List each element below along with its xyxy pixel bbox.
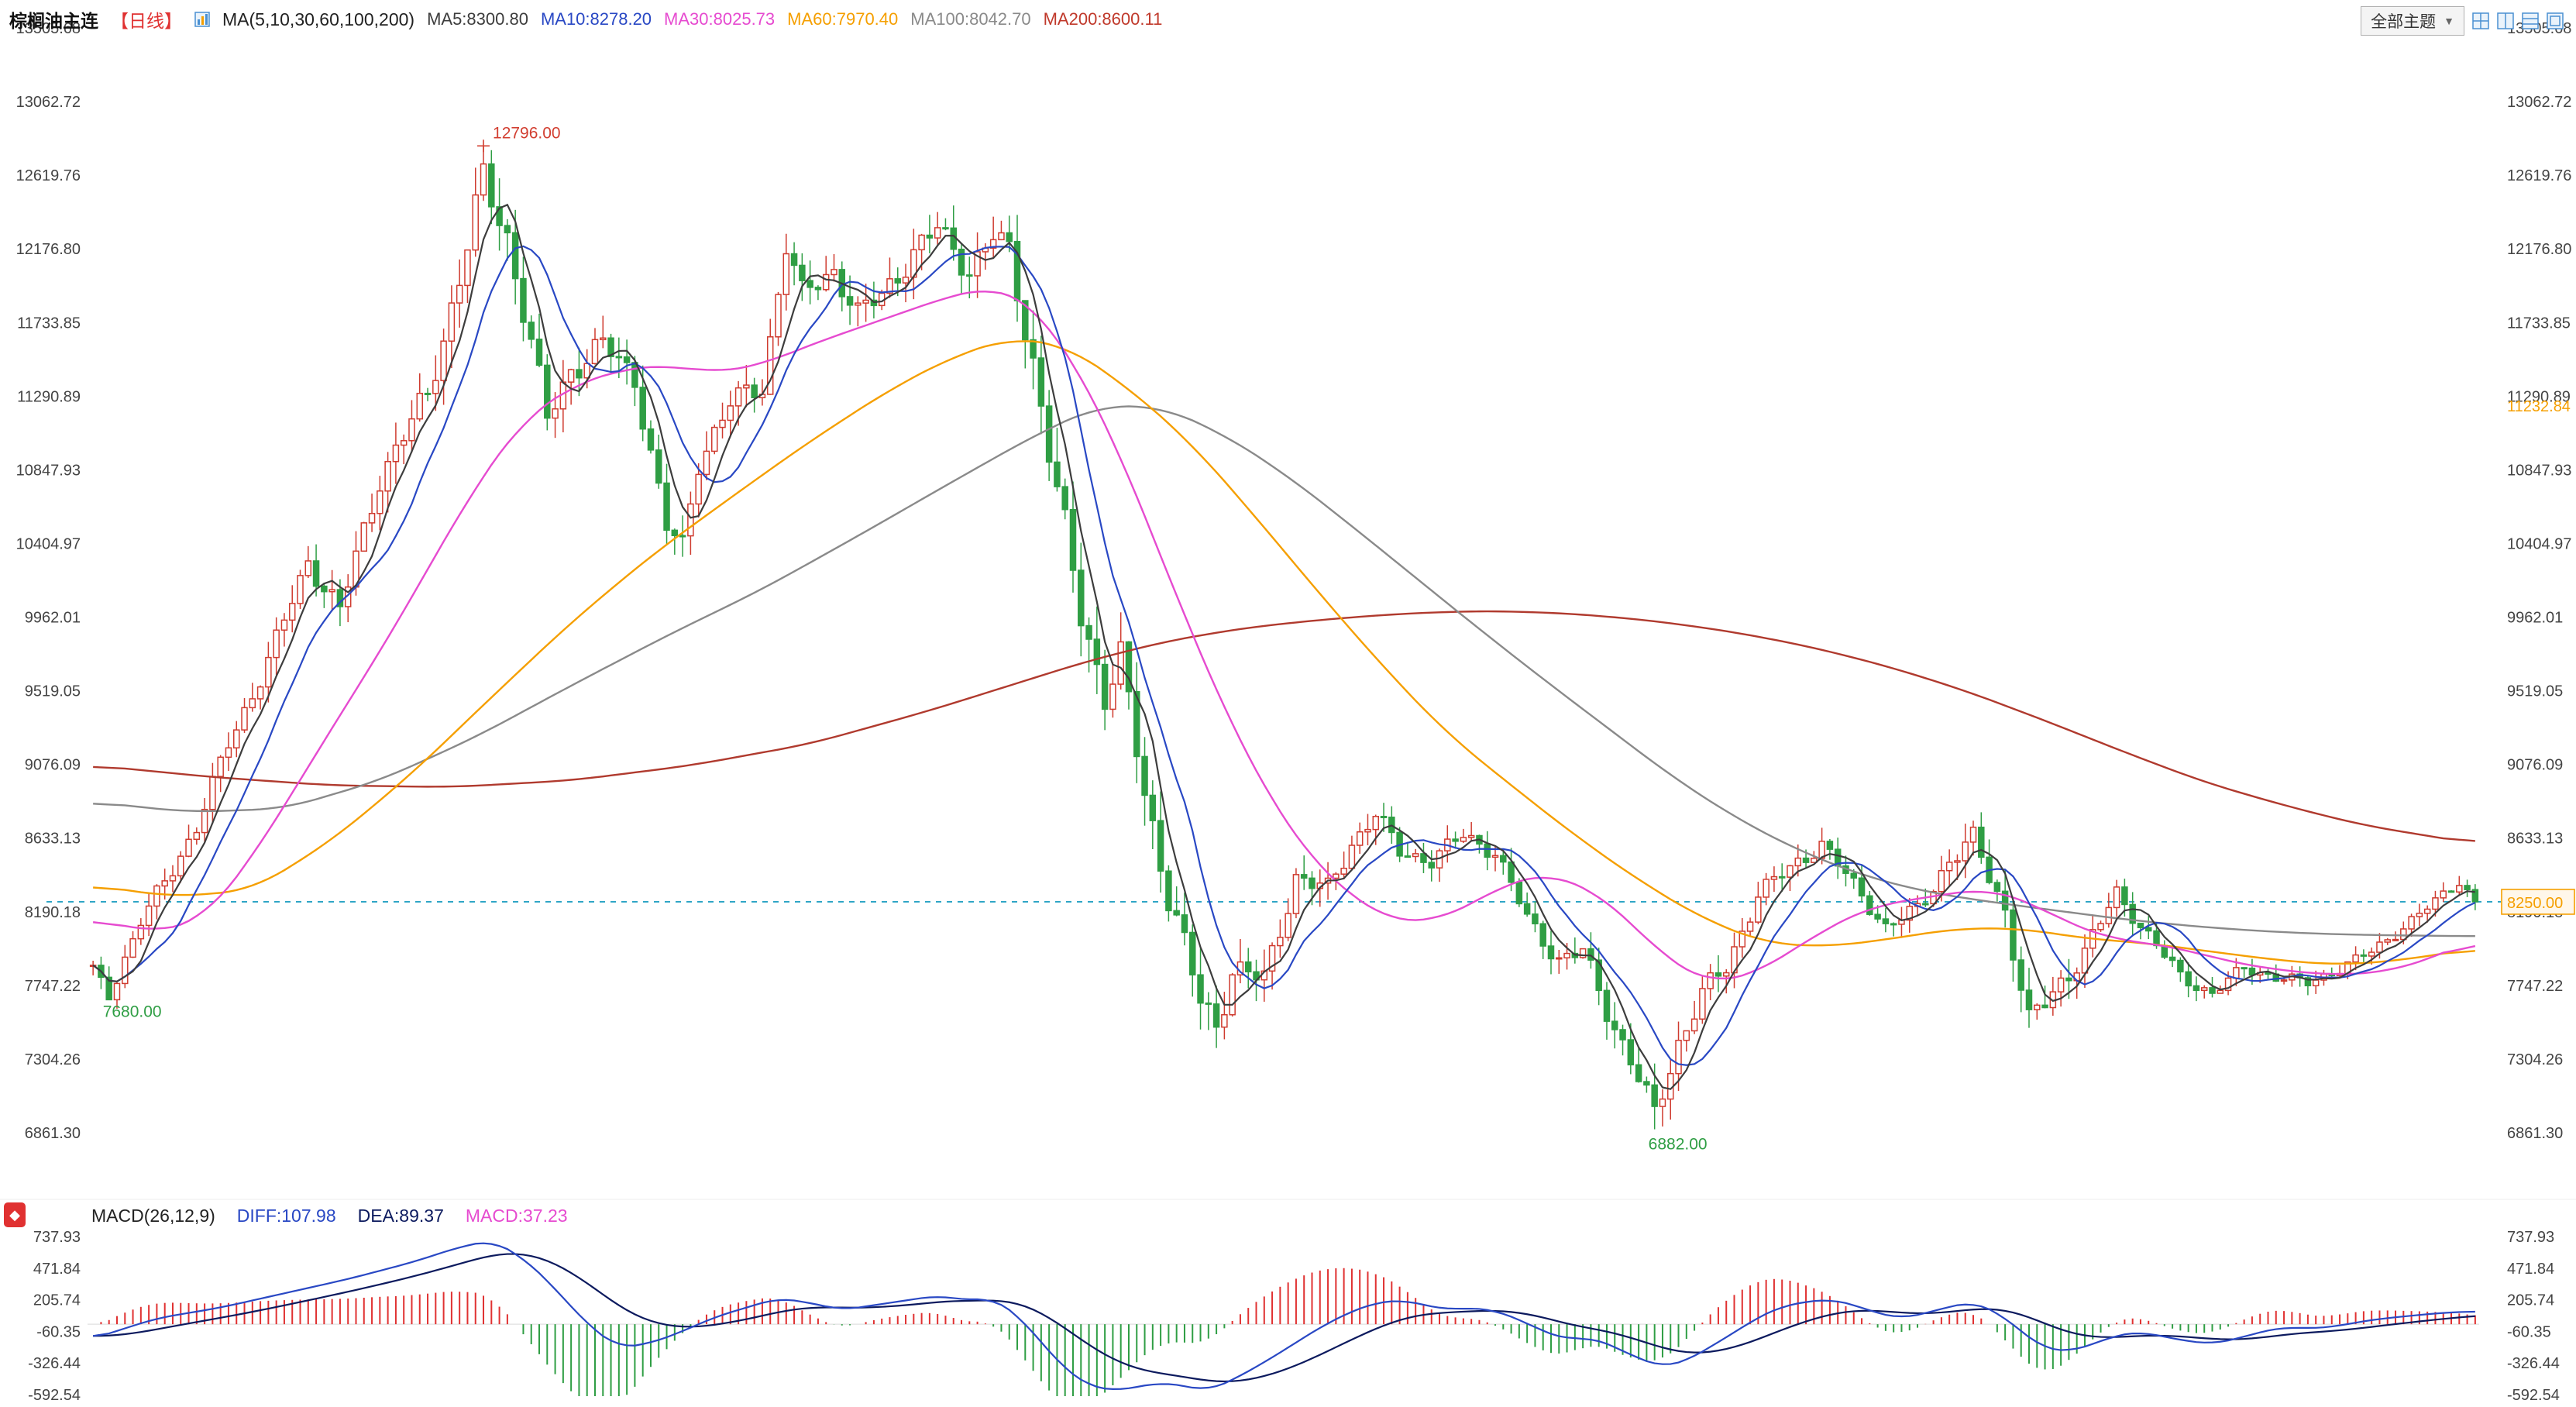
y-axis-label-right: 6861.30 [2507, 1125, 2563, 1142]
y-axis-label-right: 7304.26 [2507, 1051, 2563, 1068]
layout-rows-icon[interactable] [2522, 12, 2539, 29]
macd-dea-value: DEA:89.37 [357, 1206, 444, 1226]
y-axis-label-left: 13062.72 [16, 94, 81, 111]
macd-axis-label-right: -60.35 [2507, 1323, 2551, 1340]
ma200-value: MA200:8600.11 [1043, 9, 1163, 29]
svg-text:12796.00: 12796.00 [493, 124, 561, 142]
y-axis-label-right: 12176.80 [2507, 241, 2571, 258]
candles-layer [89, 146, 2479, 1130]
chevron-down-icon: ▼ [2444, 15, 2454, 27]
y-axis-label-right: 11290.89 [2507, 388, 2571, 405]
y-axis-label-left: 7747.22 [25, 978, 81, 995]
y-axis-label-left: 9962.01 [25, 610, 81, 627]
period-label: 【日线】 [111, 11, 182, 31]
y-axis-label-right: 8633.13 [2507, 831, 2563, 848]
y-axis-label-left: 13505.68 [16, 20, 81, 37]
ma10-value: MA10:8278.20 [540, 9, 652, 29]
y-axis-label-left: 12176.80 [16, 241, 81, 258]
ma100-value: MA100:8042.70 [910, 9, 1031, 29]
y-axis-label-right: 10404.97 [2507, 535, 2571, 552]
symbol-title: 棕榈油主连 [9, 11, 98, 31]
macd-axis-label-right: -326.44 [2507, 1355, 2560, 1372]
right-axis-marker: 11232.84 [2507, 398, 2571, 415]
y-axis-label-right: 9962.01 [2507, 610, 2563, 627]
y-axis-label-left: 7304.26 [25, 1051, 81, 1068]
y-axis-label-left: 9519.05 [25, 683, 81, 700]
svg-text:8250.00: 8250.00 [2507, 895, 2563, 912]
ma5-value: MA5:8300.80 [427, 9, 528, 29]
ma5-line [92, 203, 2475, 1090]
macd-axis-label-left: 737.93 [33, 1229, 81, 1246]
last-price-tag: 8250.00 [2501, 889, 2575, 915]
macd-axis-label-right: 737.93 [2507, 1229, 2554, 1246]
layout-split-icon[interactable] [2497, 12, 2514, 29]
theme-selector-label: 全部主题 [2371, 13, 2437, 31]
macd-axis-label-right: 471.84 [2507, 1261, 2554, 1278]
toolbar: 全部主题 ▼ [2361, 6, 2564, 36]
y-axis-label-left: 6861.30 [25, 1125, 81, 1142]
y-axis-label-right: 9076.09 [2507, 757, 2563, 774]
ma30-value: MA30:8025.73 [664, 9, 776, 29]
macd-macd-value: MACD:37.23 [465, 1206, 568, 1226]
y-axis-label-left: 8633.13 [25, 831, 81, 848]
macd-axis-label-left: 205.74 [33, 1292, 81, 1309]
macd-axis-label-left: -592.54 [28, 1387, 81, 1404]
y-axis-label-right: 7747.22 [2507, 978, 2563, 995]
low-annotation: 6882.00 [1649, 1136, 1708, 1154]
layout-grid-icon[interactable] [2472, 12, 2489, 29]
ma60-line [93, 340, 2475, 965]
indicator-settings-icon[interactable] [194, 12, 210, 27]
macd-axis-label-left: 471.84 [33, 1261, 81, 1278]
y-axis-label-right: 11733.85 [2507, 315, 2571, 332]
activity-badge-icon[interactable]: ◆ [4, 1202, 26, 1227]
macd-pane [88, 1242, 2479, 1396]
y-axis-label-left: 9076.09 [25, 757, 81, 774]
ma60-value: MA60:7970.40 [787, 9, 899, 29]
theme-selector-dropdown[interactable]: 全部主题 ▼ [2361, 6, 2464, 36]
y-axis-label-right: 9519.05 [2507, 683, 2563, 700]
ma-params-label: MA(5,10,30,60,100,200) [222, 9, 415, 29]
y-axis-label-left: 10847.93 [16, 462, 81, 479]
ma100-line [93, 405, 2475, 937]
macd-params-label: MACD(26,12,9) [91, 1206, 215, 1226]
ma10-line [92, 245, 2476, 1066]
macd-header: MACD(26,12,9) DIFF:107.98 DEA:89.37 MACD… [91, 1206, 568, 1226]
ma30-line [93, 291, 2476, 980]
y-axis-label-left: 12619.76 [16, 167, 81, 184]
macd-axis-label-right: 205.74 [2507, 1292, 2554, 1309]
chart-header: 棕榈油主连 【日线】 MA(5,10,30,60,100,200) MA5:83… [9, 6, 1162, 33]
layout-single-icon[interactable] [2547, 12, 2564, 29]
y-axis-label-left: 8190.18 [25, 904, 81, 921]
y-axis-label-right: 13062.72 [2507, 94, 2571, 111]
y-axis-label-left: 11290.89 [17, 388, 81, 405]
y-axis-label-right: 12619.76 [2507, 167, 2571, 184]
dea-line [93, 1253, 2475, 1383]
low-annotation: 7680.00 [103, 1003, 162, 1020]
macd-axis-label-right: -592.54 [2507, 1387, 2560, 1404]
diff-line [92, 1242, 2475, 1390]
high-annotation: 12796.00 [477, 124, 561, 153]
y-axis-label-right: 10847.93 [2507, 462, 2571, 479]
y-axis-label-left: 11733.85 [17, 315, 81, 332]
macd-diff-value: DIFF:107.98 [236, 1206, 336, 1226]
macd-axis-label-left: -60.35 [36, 1323, 81, 1340]
ma200-line [93, 610, 2475, 842]
macd-axis-label-left: -326.44 [28, 1355, 81, 1372]
y-axis-label-left: 10404.97 [16, 535, 81, 552]
